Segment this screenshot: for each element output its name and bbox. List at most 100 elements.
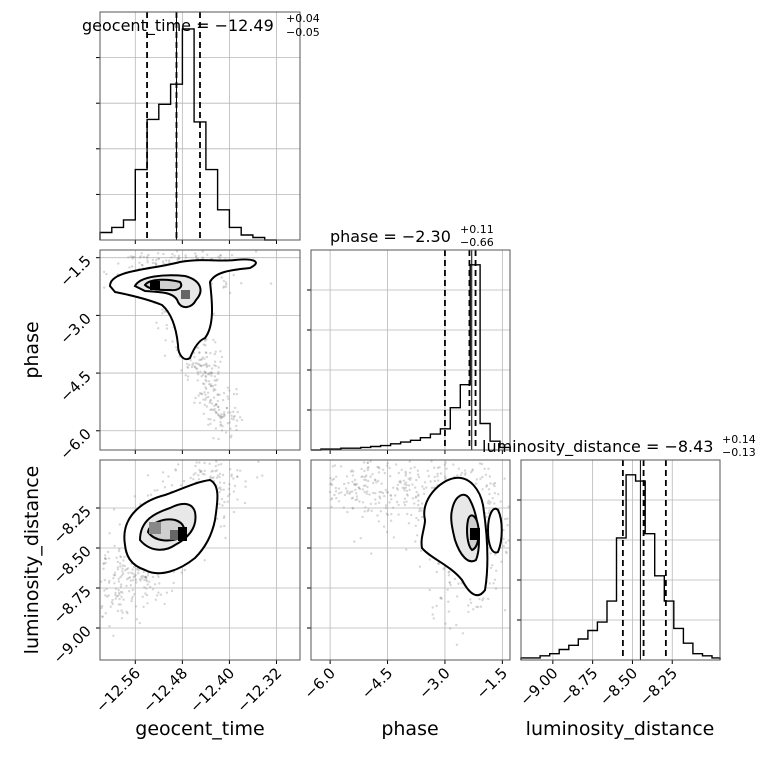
sample-point [119,575,122,579]
sample-point [232,392,236,396]
sample-point [433,475,436,479]
sample-point [144,592,147,595]
sample-point [132,256,135,259]
sample-point [469,601,473,604]
sample-point [139,579,142,582]
sample-point [379,510,383,513]
sample-point [151,258,155,262]
sample-point [330,482,333,485]
sample-point [114,597,117,600]
sample-point [103,286,106,289]
sample-point [225,283,228,286]
sample-point [215,460,218,463]
sample-point [215,411,218,414]
sample-point [170,256,173,259]
sample-point [235,424,238,428]
sample-point [491,564,494,567]
sample-point [210,384,213,388]
sample-point [197,474,200,477]
sample-point [385,530,389,534]
sample-point [403,489,406,492]
sample-point [221,415,224,419]
sample-point [447,574,451,577]
sample-point [493,502,496,505]
sample-point [173,254,176,258]
sample-point [116,566,120,569]
sample-point [191,363,194,366]
sample-point [122,559,125,562]
sample-point [402,501,406,504]
xlabel-geocent-time: geocent_time [135,718,264,740]
sample-point [329,476,332,480]
sample-point [418,509,421,513]
sample-point [205,396,208,399]
sample-point [340,491,343,494]
sample-point [505,551,508,555]
sample-point [228,389,231,392]
sample-point [138,256,142,259]
sample-point [385,491,389,494]
sample-point [363,510,366,513]
sample-point [470,471,473,474]
sample-point [206,391,210,394]
sample-point [332,477,336,481]
sample-point [405,483,408,487]
sample-point [442,567,445,571]
sample-point [456,595,459,598]
sample-point [205,338,208,341]
sample-point [489,552,492,555]
sample-point [390,498,393,501]
sample-point [163,486,167,489]
sample-point [448,570,451,573]
sample-point [380,482,383,485]
sample-point [145,580,148,583]
sample-point [217,414,220,417]
sample-point [418,507,422,510]
sample-point [119,585,123,588]
sample-point [472,608,475,611]
sample-point [437,562,440,566]
title-phase-sub: −0.66 [460,236,494,249]
xtick-label: −12.40 [186,664,238,716]
sample-point [396,483,400,487]
sample-point [406,512,409,516]
sample-point [337,492,341,495]
sample-point [435,570,438,574]
sample-point [145,587,148,590]
sample-point [104,557,107,560]
sample-point [419,549,423,552]
sample-point [151,261,155,265]
sample-point [224,285,228,288]
sample-point [105,587,108,591]
sample-point [217,372,220,376]
sample-point [479,605,483,608]
sample-point [236,410,239,414]
sample-point [202,373,205,376]
sample-point [222,391,226,395]
sample-point [347,481,350,485]
sample-point [344,487,348,490]
sample-point [432,486,435,489]
sample-point [408,488,411,492]
sample-point [205,362,208,365]
sample-point [141,595,144,598]
sample-point [235,392,239,396]
sample-point [104,557,108,561]
sample-point [493,578,497,581]
histogram-geocent-time [96,11,301,244]
ytick-label: −6.0 [56,425,94,463]
sample-point [217,437,220,441]
sample-point [230,434,233,437]
sample-point [214,464,217,468]
sample-point [138,577,142,581]
sample-point [254,250,258,253]
sample-point [155,263,158,267]
sample-point [142,605,145,609]
sample-point [229,411,232,414]
sample-point [130,597,134,600]
sample-point [394,494,397,497]
sample-point [432,617,435,620]
sample-point [375,481,378,484]
sample-point [110,600,114,604]
sample-point [425,486,428,489]
